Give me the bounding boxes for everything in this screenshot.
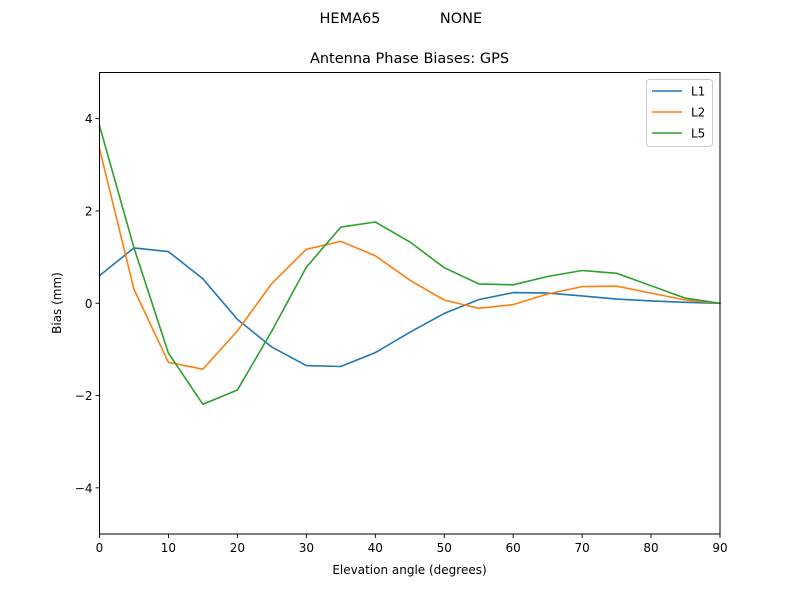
legend-label-l2: L2 (691, 106, 705, 120)
x-tick-label: 30 (299, 541, 314, 555)
x-tick-label: 10 (161, 541, 176, 555)
chart-title: Antenna Phase Biases: GPS (310, 51, 509, 67)
series-line-l2 (98, 147, 721, 371)
y-tick-label: −4 (75, 481, 93, 495)
y-tick-label: 0 (85, 297, 93, 311)
legend-box (646, 79, 713, 147)
axes-frame (99, 72, 721, 535)
x-tick-label: 70 (574, 541, 589, 555)
plot-area (98, 124, 721, 406)
x-tick-label: 90 (712, 541, 727, 555)
x-tick-label: 40 (368, 541, 383, 555)
legend-label-l1: L1 (691, 85, 705, 99)
y-tick-label: 2 (85, 204, 93, 218)
y-axis: −4 −2 0 2 4 (75, 112, 100, 495)
legend-label-l5: L5 (691, 127, 705, 141)
x-tick-label: 50 (437, 541, 452, 555)
x-axis-label: Elevation angle (degrees) (332, 563, 486, 577)
x-tick-label: 20 (230, 541, 245, 555)
legend: L1 L2 L5 (646, 79, 713, 147)
series-line-l1 (98, 247, 721, 368)
x-tick-label: 80 (643, 541, 658, 555)
suptitle-station: HEMA65 (320, 11, 381, 27)
x-tick-label: 0 (96, 541, 104, 555)
x-axis: 0 10 20 30 40 50 60 70 80 90 (96, 534, 728, 555)
suptitle-radome: NONE (440, 11, 482, 27)
y-axis-label: Bias (mm) (50, 272, 64, 334)
y-tick-label: 4 (85, 112, 93, 126)
series-line-l5 (98, 124, 721, 406)
y-tick-label: −2 (75, 389, 93, 403)
x-tick-label: 60 (506, 541, 521, 555)
